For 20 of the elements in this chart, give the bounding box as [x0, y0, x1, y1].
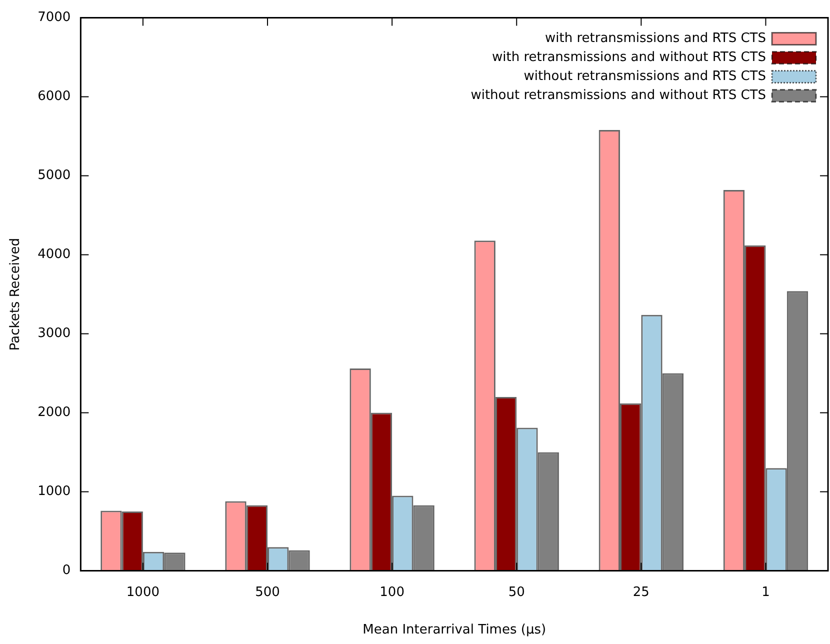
y-tick-label: 2000 [38, 405, 71, 420]
legend-label: with retransmissions and RTS CTS [545, 31, 766, 46]
legend-label: with retransmissions and without RTS CTS [492, 50, 766, 66]
x-tick-label: 50 [508, 584, 525, 600]
x-tick-label: 1 [762, 584, 770, 600]
x-tick-label: 500 [255, 584, 280, 600]
x-tick-label: 25 [632, 584, 650, 600]
y-tick-label: 6000 [38, 89, 71, 104]
y-tick-label: 0 [62, 563, 71, 578]
y-axis-title: Packets Received [8, 238, 24, 351]
x-axis-title: Mean Interarrival Times (µs) [362, 622, 546, 638]
y-tick-label: 3000 [38, 326, 71, 342]
y-tick-label: 5000 [38, 168, 71, 184]
y-tick-label: 4000 [38, 247, 71, 262]
x-tick-label: 1000 [126, 584, 160, 600]
y-tick-label: 1000 [38, 484, 71, 500]
legend-label: without retransmissions and RTS CTS [524, 69, 766, 84]
y-tick-label: 7000 [38, 10, 71, 26]
legend-label: without retransmissions and without RTS CTS [470, 88, 766, 104]
x-tick-label: 100 [380, 584, 404, 600]
